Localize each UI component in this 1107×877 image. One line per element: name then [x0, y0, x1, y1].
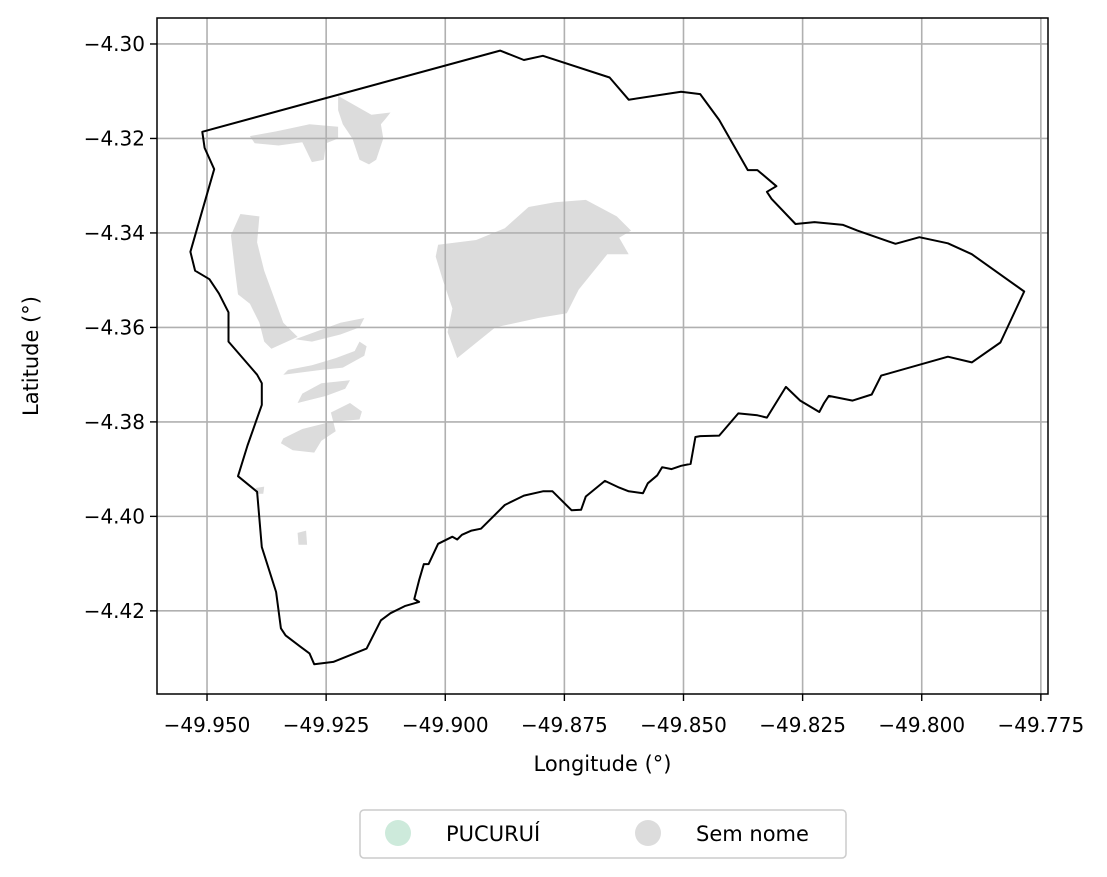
x-axis-label: Longitude (°)	[533, 752, 671, 776]
y-tick-label-2: −4.34	[84, 221, 145, 245]
x-tick-label-3: −49.875	[521, 713, 608, 737]
y-tick-label-5: −4.40	[84, 504, 145, 528]
legend: PUCURUÍ Sem nome	[360, 810, 846, 858]
y-tick-label-6: −4.42	[84, 599, 145, 623]
legend-label-0: PUCURUÍ	[446, 821, 540, 846]
x-tick-label-6: −49.800	[878, 713, 965, 737]
y-tick-label-3: −4.36	[84, 315, 145, 339]
x-tick-label-5: −49.825	[759, 713, 846, 737]
legend-label-1: Sem nome	[696, 822, 809, 846]
y-tick-label-0: −4.30	[84, 32, 145, 56]
region-sem-nome-9	[298, 531, 308, 545]
x-tick-label-0: −49.950	[164, 713, 251, 737]
legend-marker-1	[635, 820, 661, 846]
y-tick-label-4: −4.38	[84, 410, 145, 434]
legend-marker-0	[385, 820, 411, 846]
y-tick-label-1: −4.32	[84, 126, 145, 150]
x-tick-label-7: −49.775	[997, 713, 1084, 737]
x-tick-label-1: −49.925	[283, 713, 370, 737]
x-tick-label-4: −49.850	[640, 713, 727, 737]
x-tick-label-2: −49.900	[402, 713, 489, 737]
y-axis-label: Latitude (°)	[19, 296, 43, 416]
